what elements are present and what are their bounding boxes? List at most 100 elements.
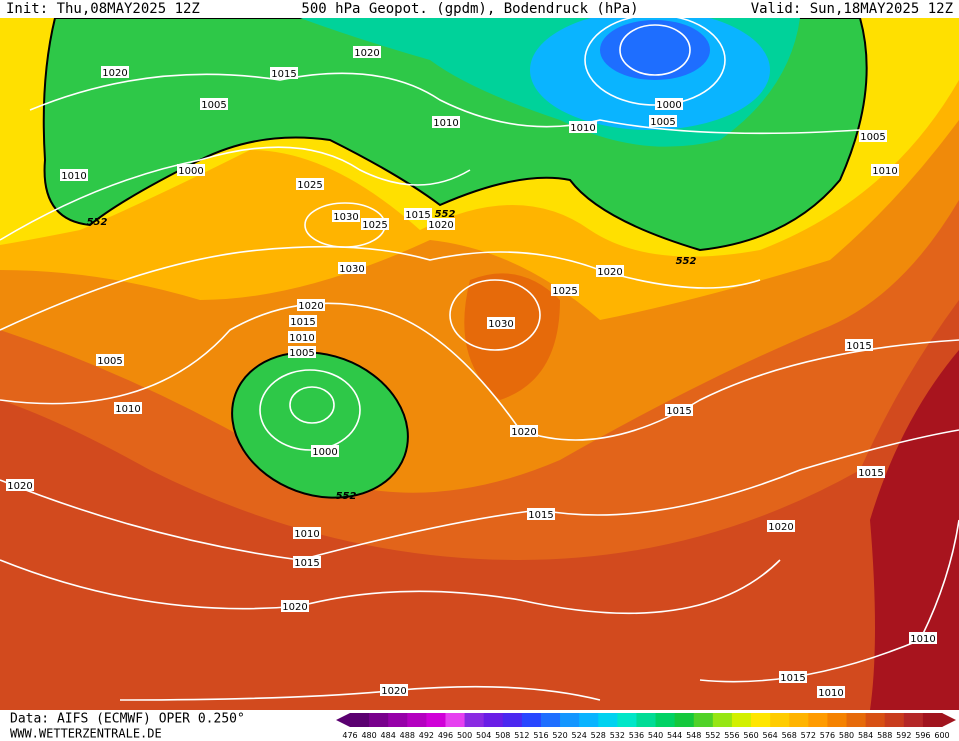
isobar-label: 1005 xyxy=(97,356,122,367)
colorbar-label: 492 xyxy=(419,731,434,740)
isobar-label-box xyxy=(293,527,321,539)
colorbar-label: 552 xyxy=(705,731,720,740)
isobar-label-box xyxy=(909,632,937,644)
colorbar-swatch xyxy=(922,713,943,727)
colorbar-swatch xyxy=(617,713,637,727)
colorbar-swatch xyxy=(636,713,657,727)
colorbar-label: 584 xyxy=(858,731,873,740)
isobar-label: 1015 xyxy=(846,341,871,352)
colorbar-label: 564 xyxy=(762,731,777,740)
colorbar-label: 496 xyxy=(438,731,453,740)
contour-label: 552 xyxy=(87,217,108,228)
init-time: Init: Thu,08MAY2025 12Z xyxy=(6,1,200,17)
isobar-label: 1005 xyxy=(650,117,675,128)
colorbar-swatch xyxy=(579,713,599,727)
colorbar-swatch xyxy=(693,713,714,727)
colorbar-arrow-high xyxy=(942,713,956,727)
colorbar-swatch xyxy=(865,713,886,727)
isobar-label-box xyxy=(817,686,845,698)
isobar-label: 1020 xyxy=(298,301,323,312)
isobar-label: 1015 xyxy=(271,69,296,80)
isobar-label: 1005 xyxy=(289,348,314,359)
isobar-label: 1010 xyxy=(910,634,935,645)
colorbar-swatch xyxy=(598,713,618,727)
colorbar-label: 560 xyxy=(743,731,758,740)
isobar-label: 1020 xyxy=(511,427,536,438)
isobar xyxy=(0,559,781,615)
isobar-label: 1030 xyxy=(333,212,358,223)
isobar-label-box xyxy=(845,339,873,351)
isobar-label-box xyxy=(665,404,693,416)
colorbar-swatch xyxy=(731,713,752,727)
colorbar-swatch xyxy=(827,713,848,727)
colorbar-swatch xyxy=(751,713,771,727)
isobar-label: 1020 xyxy=(354,48,379,59)
colorbar-swatch xyxy=(789,713,809,727)
colorbar-swatch xyxy=(712,713,733,727)
isobar xyxy=(0,302,959,441)
colorbar-label: 528 xyxy=(591,731,606,740)
isobar-label: 1015 xyxy=(290,317,315,328)
colorbar-swatch xyxy=(655,713,676,727)
isobar-label-box xyxy=(432,116,460,128)
isobar-label: 1015 xyxy=(405,210,430,221)
field-red xyxy=(870,350,959,710)
isobar-label-box xyxy=(353,46,381,58)
isobar-label: 1010 xyxy=(61,171,86,182)
isobar xyxy=(289,386,335,424)
isobar-label: 1005 xyxy=(201,100,226,111)
cutoff-low xyxy=(231,351,409,499)
colorbar-label: 524 xyxy=(572,731,587,740)
colorbar-label: 504 xyxy=(476,731,491,740)
isobar-label: 1020 xyxy=(282,602,307,613)
colorbar-swatch xyxy=(388,713,408,727)
data-source: Data: AIFS (ECMWF) OPER 0.250° xyxy=(10,712,245,727)
isobar-label-box xyxy=(297,299,325,311)
colorbar-swatch xyxy=(445,713,466,727)
isobar-label: 1000 xyxy=(178,166,203,177)
isobar xyxy=(29,72,861,135)
isobar xyxy=(0,146,471,241)
colorbar-label: 588 xyxy=(877,731,892,740)
colorbar-swatch xyxy=(502,713,523,727)
isobar-label-box xyxy=(288,346,316,358)
colorbar-label: 544 xyxy=(667,731,682,740)
header-bar xyxy=(0,0,959,18)
isobar-label: 1010 xyxy=(294,529,319,540)
isobar-label-box xyxy=(289,315,317,327)
colorbar-swatch xyxy=(426,713,446,727)
isobar-label-box xyxy=(114,402,142,414)
isobar-label-box xyxy=(857,466,885,478)
isobar-label-box xyxy=(6,479,34,491)
isobar-label-box xyxy=(551,284,579,296)
isobar-label-box xyxy=(338,262,366,274)
isobar-label: 1000 xyxy=(312,447,337,458)
isobar-label-box xyxy=(527,508,555,520)
isobar-label: 1030 xyxy=(488,319,513,330)
isobar xyxy=(449,279,541,351)
isobar-label: 1015 xyxy=(294,558,319,569)
isobar-label-box xyxy=(60,169,88,181)
isobar-label: 1020 xyxy=(381,686,406,697)
high-core xyxy=(464,273,560,400)
website: WWW.WETTERZENTRALE.DE xyxy=(10,727,162,741)
colorbar-label: 556 xyxy=(724,731,739,740)
isobar-label: 1015 xyxy=(780,673,805,684)
isobar-label: 1020 xyxy=(7,481,32,492)
isobar-label: 1020 xyxy=(428,220,453,231)
contour-label: 552 xyxy=(676,256,697,267)
colorbar-swatch xyxy=(560,713,580,727)
colorbar-label: 592 xyxy=(896,731,911,740)
isobar-label: 1015 xyxy=(666,406,691,417)
colorbar-label: 532 xyxy=(610,731,625,740)
isobar-label-box xyxy=(649,115,677,127)
isobar-label: 1010 xyxy=(818,688,843,699)
isobar-label-box xyxy=(404,208,432,220)
isobar-label: 1010 xyxy=(115,404,140,415)
colorbar-label: 480 xyxy=(361,731,376,740)
isobar-label-box xyxy=(427,218,455,230)
isobar-label: 1020 xyxy=(768,522,793,533)
colorbar-swatch xyxy=(846,713,867,727)
